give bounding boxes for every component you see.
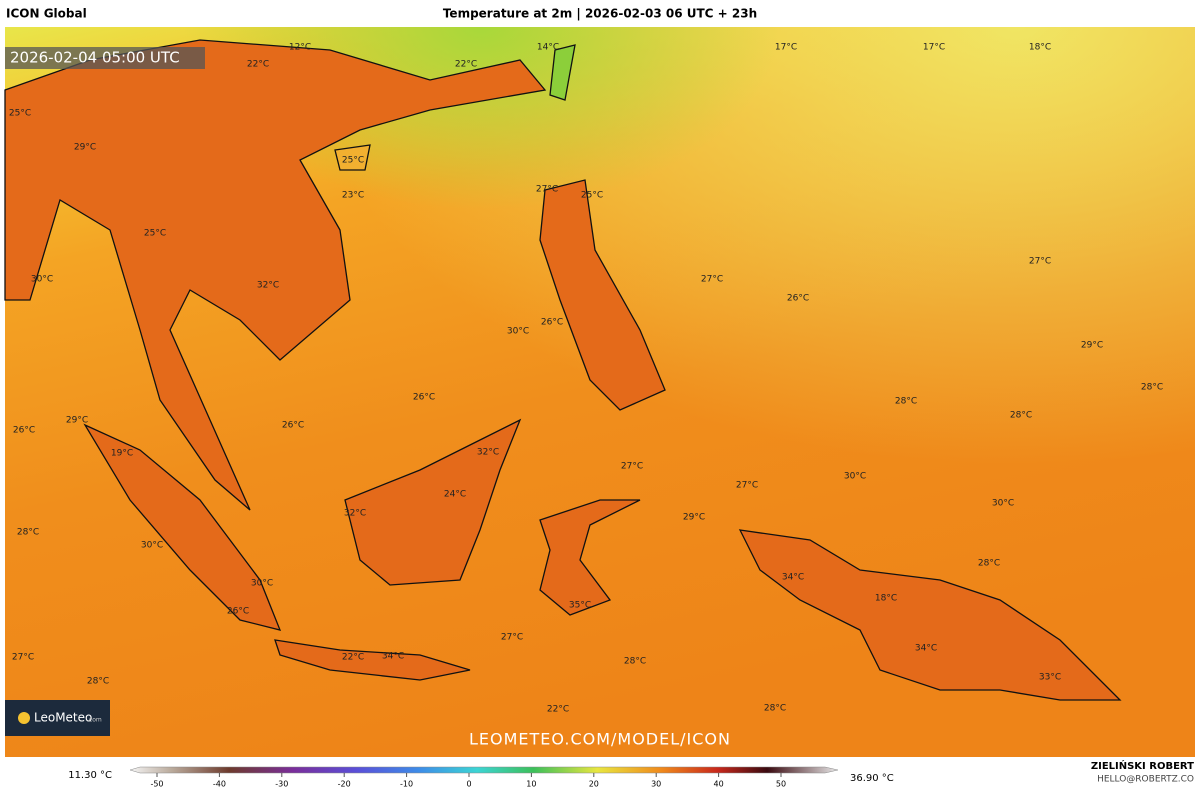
temperature-label: 25°C	[144, 229, 166, 239]
colorbar-tick-label: -30	[275, 780, 288, 789]
temperature-label: 18°C	[875, 594, 897, 604]
temperature-label: 26°C	[541, 318, 563, 328]
java	[274, 639, 471, 681]
temperature-label: 29°C	[683, 513, 705, 523]
temperature-label: 32°C	[477, 448, 499, 458]
philippines	[539, 179, 666, 411]
map-title: Temperature at 2m | 2026-02-03 06 UTC + …	[443, 7, 757, 21]
temperature-label: 34°C	[915, 644, 937, 654]
temperature-label: 27°C	[501, 633, 523, 643]
model-name: ICON Global	[6, 7, 87, 21]
temperature-label: 28°C	[895, 397, 917, 407]
temperature-label: 28°C	[87, 677, 109, 687]
logo-suffix: .com	[87, 717, 102, 724]
valid-time: 2026-02-04 05:00 UTC	[10, 49, 180, 67]
hainan	[334, 144, 371, 171]
colorbar-min: 11.30 °C	[68, 770, 112, 781]
temperature-label: 28°C	[1141, 383, 1163, 393]
colorbar-tick-label: -20	[338, 780, 351, 789]
temperature-label: 30°C	[844, 472, 866, 482]
temperature-label: 27°C	[1029, 257, 1051, 267]
temperature-label: 25°C	[342, 156, 364, 166]
temperature-label: 26°C	[13, 426, 35, 436]
temperature-label: 35°C	[569, 601, 591, 611]
colorbar-ticks: -50 -40 -30 -20 -10 0 10 20 30 40 50	[150, 773, 786, 789]
temperature-label: 28°C	[17, 528, 39, 538]
temperature-label: 34°C	[782, 573, 804, 583]
new-guinea	[738, 529, 1122, 701]
temperature-label: 23°C	[342, 191, 364, 201]
temperature-label: 30°C	[141, 541, 163, 551]
temperature-label: 28°C	[1010, 411, 1032, 421]
temperature-label: 26°C	[413, 393, 435, 403]
temperature-label: 18°C	[1029, 43, 1051, 53]
temperature-label: 27°C	[12, 653, 34, 663]
logo: LeoMeteo	[34, 711, 92, 725]
colorbar-tick-label: -10	[400, 780, 413, 789]
temperature-label: 22°C	[247, 60, 269, 70]
temperature-label: 25°C	[581, 191, 603, 201]
sulawesi	[539, 499, 641, 616]
colorbar-tick-label: 20	[589, 780, 599, 789]
temperature-label: 22°C	[455, 60, 477, 70]
map: 12°C 22°C 22°C 14°C 17°C 17°C 18°C 25°C 29°C 25°C…	[4, 27, 1195, 757]
temperature-label: 22°C	[547, 705, 569, 715]
temperature-label: 24°C	[444, 490, 466, 500]
land	[4, 39, 1122, 701]
taiwan	[549, 44, 576, 101]
temperature-label: 30°C	[992, 499, 1014, 509]
temperature-label: 30°C	[251, 579, 273, 589]
temperature-label: 30°C	[507, 327, 529, 337]
colorbar-tick-label: 50	[776, 780, 786, 789]
colorbar	[129, 766, 839, 774]
temperature-label: 22°C	[342, 653, 364, 663]
time-box	[5, 47, 205, 69]
temperature-label: 25°C	[9, 109, 31, 119]
temperature-label: 28°C	[764, 704, 786, 714]
temperature-label: 26°C	[282, 421, 304, 431]
temperature-label: 17°C	[923, 43, 945, 53]
colorbar-tick-label: 40	[714, 780, 724, 789]
temperature-label: 33°C	[1039, 673, 1061, 683]
temperature-label: 29°C	[1081, 341, 1103, 351]
temperature-labels: 12°C 22°C 22°C 14°C 17°C 17°C 18°C 25°C 29°C 25°C…	[9, 43, 1163, 715]
email: HELLO@ROBERTZ.CO	[1097, 775, 1194, 785]
temperature-label: 28°C	[978, 559, 1000, 569]
temperature-label: 34°C	[382, 652, 404, 662]
author: ZIELIŃSKI ROBERT	[1091, 759, 1194, 772]
colorbar-tick-label: 0	[466, 780, 471, 789]
temperature-label: 27°C	[536, 185, 558, 195]
temperature-label: 27°C	[701, 275, 723, 285]
temperature-label: 27°C	[621, 462, 643, 472]
logo-sun	[18, 712, 30, 724]
colorbar-tick-label: 30	[651, 780, 661, 789]
colorbar-max: 36.90 °C	[850, 773, 894, 784]
temperature-label: 12°C	[289, 43, 311, 53]
temperature-label: 32°C	[344, 509, 366, 519]
borneo	[344, 418, 522, 586]
temperature-label: 26°C	[787, 294, 809, 304]
temperature-label: 29°C	[66, 416, 88, 426]
colorbar-tick-label: 10	[526, 780, 536, 789]
temperature-label: 27°C	[736, 481, 758, 491]
url: LEOMETEO.COM/MODEL/ICON	[469, 730, 731, 749]
temperature-label: 29°C	[74, 143, 96, 153]
temperature-label: 28°C	[624, 657, 646, 667]
temperature-label: 14°C	[537, 43, 559, 53]
colorbar-tick-label: -50	[150, 780, 163, 789]
sumatra	[83, 423, 282, 631]
temperature-label: 32°C	[257, 281, 279, 291]
temperature-label: 19°C	[111, 449, 133, 459]
colorbar-tick-label: -40	[213, 780, 226, 789]
temperature-label: 26°C	[227, 607, 249, 617]
temperature-label: 17°C	[775, 43, 797, 53]
mainland	[4, 39, 547, 511]
temperature-label: 30°C	[31, 275, 53, 285]
